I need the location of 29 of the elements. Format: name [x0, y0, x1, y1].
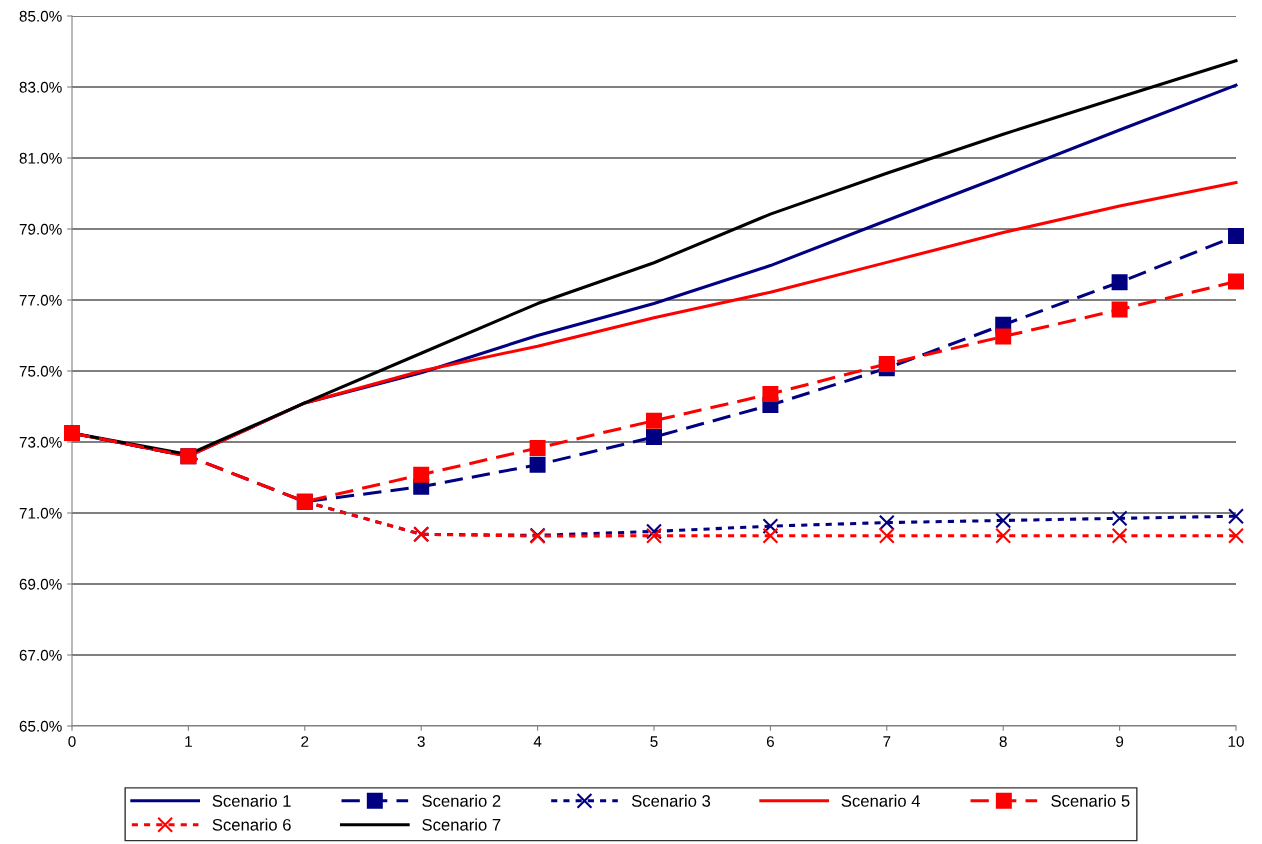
x-tick-label: 6: [766, 736, 774, 747]
legend-label: Scenario 4: [841, 794, 921, 807]
y-tick-label: 77.0%: [19, 294, 62, 306]
x-tick-label: 1: [185, 736, 192, 747]
x-tick-label: 5: [650, 736, 658, 747]
legend-label: Scenario 2: [422, 794, 501, 807]
y-tick-label: 75.0%: [19, 365, 62, 377]
y-tick-label: 81.0%: [19, 152, 62, 164]
y-tick-label: 85.0%: [19, 10, 62, 22]
legend-label: Scenario 1: [212, 794, 291, 807]
y-tick-label: 65.0%: [19, 720, 62, 732]
x-tick-label: 8: [999, 736, 1007, 747]
x-tick-label: 10: [1228, 736, 1244, 747]
legend-label: Scenario 7: [422, 818, 501, 831]
y-tick-label: 71.0%: [19, 507, 62, 519]
legend-label: Scenario 3: [631, 794, 711, 807]
x-tick-label: 3: [417, 736, 425, 747]
x-tick-label: 0: [68, 736, 76, 747]
y-tick-label: 83.0%: [19, 81, 62, 93]
legend-label: Scenario 5: [1051, 794, 1130, 807]
x-tick-label: 4: [533, 736, 542, 747]
x-tick-label: 7: [883, 736, 891, 747]
y-tick-label: 79.0%: [19, 223, 62, 235]
x-tick-label: 2: [301, 736, 309, 747]
x-tick-label: 9: [1116, 736, 1124, 747]
y-tick-label: 69.0%: [19, 578, 62, 590]
y-tick-label: 67.0%: [19, 649, 62, 661]
y-tick-label: 73.0%: [19, 436, 62, 448]
legend-label: Scenario 6: [212, 818, 291, 831]
